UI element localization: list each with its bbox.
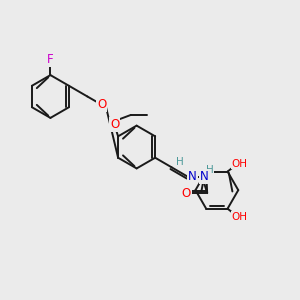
Text: H: H [176, 157, 184, 167]
Text: F: F [46, 53, 53, 66]
Text: O: O [97, 98, 106, 111]
Text: OH: OH [232, 159, 247, 169]
Text: H: H [206, 165, 213, 175]
Text: N: N [200, 170, 208, 183]
Text: N: N [188, 170, 197, 183]
Text: OH: OH [232, 212, 247, 222]
Text: O: O [110, 118, 119, 131]
Text: O: O [182, 187, 191, 200]
